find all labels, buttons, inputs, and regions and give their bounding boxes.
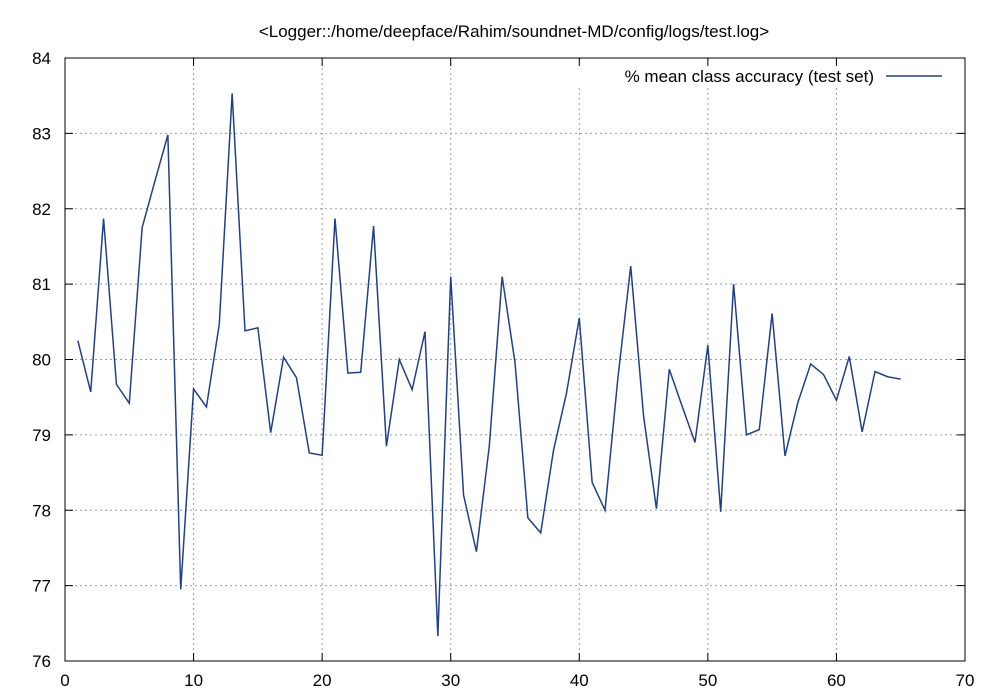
x-tick-label: 10 bbox=[184, 671, 203, 690]
y-tick-label: 78 bbox=[32, 501, 51, 520]
legend-background bbox=[578, 62, 960, 88]
x-tick-label: 20 bbox=[313, 671, 332, 690]
y-tick-label: 81 bbox=[32, 275, 51, 294]
y-tick-label: 77 bbox=[32, 577, 51, 596]
y-tick-label: 84 bbox=[32, 49, 51, 68]
x-tick-label: 70 bbox=[956, 671, 975, 690]
series-line bbox=[77, 93, 901, 637]
y-tick-label: 76 bbox=[32, 652, 51, 671]
legend: % mean class accuracy (test set) bbox=[625, 67, 942, 86]
grid-lines bbox=[65, 58, 965, 661]
y-tick-label: 82 bbox=[32, 200, 51, 219]
x-tick-label: 60 bbox=[827, 671, 846, 690]
chart-title: <Logger::/home/deepface/Rahim/soundnet-M… bbox=[259, 22, 769, 41]
x-tick-label: 40 bbox=[570, 671, 589, 690]
x-tick-label: 30 bbox=[441, 671, 460, 690]
y-tick-labels: 76 77 78 79 80 81 82 83 84 bbox=[32, 49, 51, 671]
y-tick-label: 79 bbox=[32, 426, 51, 445]
series-layer bbox=[77, 93, 901, 637]
x-tick-label: 50 bbox=[698, 671, 717, 690]
x-tick-label: 0 bbox=[60, 671, 69, 690]
x-tick-labels: 0 10 20 30 40 50 60 70 bbox=[60, 671, 974, 690]
y-tick-label: 83 bbox=[32, 124, 51, 143]
legend-label: % mean class accuracy (test set) bbox=[625, 67, 874, 86]
axis-ticks bbox=[64, 57, 966, 662]
y-tick-label: 80 bbox=[32, 351, 51, 370]
